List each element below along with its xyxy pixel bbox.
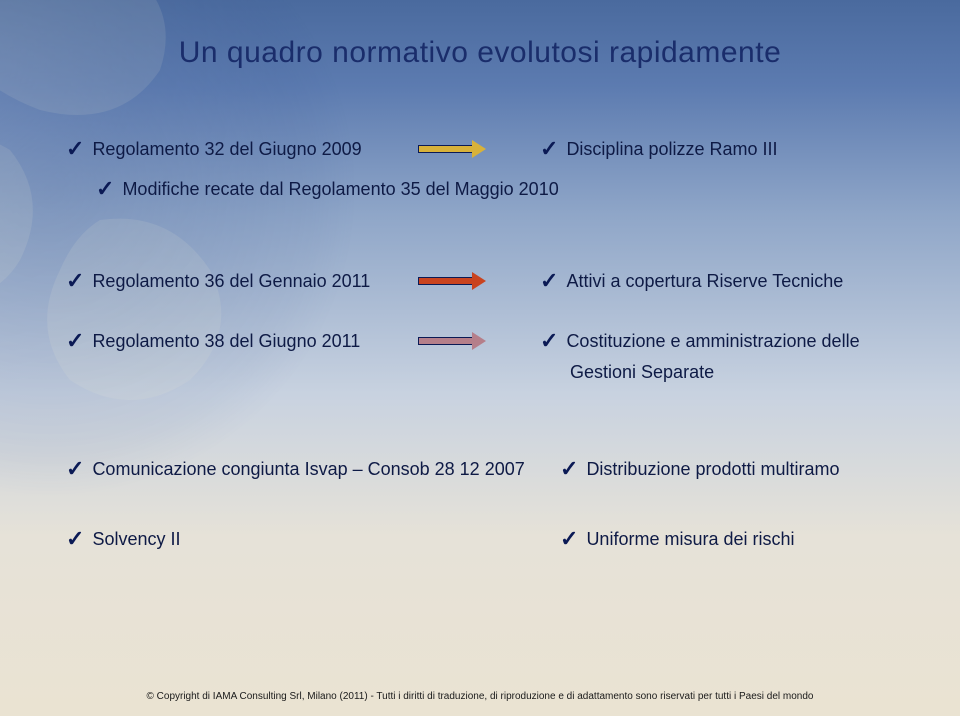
check-icon: ✓ — [540, 330, 558, 352]
bullet-right-5: ✓ Uniforme misura dei rischi — [560, 528, 795, 550]
check-icon: ✓ — [560, 528, 578, 550]
arrow-head — [472, 272, 486, 290]
check-icon: ✓ — [66, 270, 84, 292]
check-icon: ✓ — [540, 270, 558, 292]
text: Regolamento 36 del Gennaio 2011 — [92, 271, 370, 292]
bullet-left-5: ✓ Solvency II — [66, 528, 180, 550]
arrow-1 — [418, 142, 486, 156]
text: Regolamento 38 del Giugno 2011 — [92, 331, 360, 352]
arrow-2 — [418, 274, 486, 288]
text: Distribuzione prodotti multiramo — [586, 459, 839, 480]
arrow-shaft — [418, 337, 472, 345]
bullet-left-2: ✓ Regolamento 36 del Gennaio 2011 — [66, 270, 370, 292]
check-icon: ✓ — [66, 528, 84, 550]
bullet-right-4: ✓ Distribuzione prodotti multiramo — [560, 458, 840, 480]
text: Regolamento 32 del Giugno 2009 — [92, 139, 361, 160]
text: Uniforme misura dei rischi — [586, 529, 794, 550]
check-icon: ✓ — [560, 458, 578, 480]
arrow-3 — [418, 334, 486, 348]
text: Solvency II — [92, 529, 180, 550]
check-icon: ✓ — [66, 330, 84, 352]
bullet-right-1: ✓ Disciplina polizze Ramo III — [540, 138, 778, 160]
check-icon: ✓ — [540, 138, 558, 160]
text: Disciplina polizze Ramo III — [566, 139, 777, 160]
arrow-head — [472, 140, 486, 158]
copyright-footer: © Copyright di IAMA Consulting Srl, Mila… — [0, 691, 960, 702]
text: Gestioni Separate — [570, 362, 714, 383]
check-icon: ✓ — [66, 138, 84, 160]
check-icon: ✓ — [96, 178, 114, 200]
bullet-left-1-sub: ✓ Modifiche recate dal Regolamento 35 de… — [96, 178, 559, 200]
check-icon: ✓ — [66, 458, 84, 480]
bullet-left-1: ✓ Regolamento 32 del Giugno 2009 — [66, 138, 362, 160]
bullet-left-3: ✓ Regolamento 38 del Giugno 2011 — [66, 330, 360, 352]
text: Attivi a copertura Riserve Tecniche — [566, 271, 843, 292]
arrow-shaft — [418, 277, 472, 285]
bullet-right-2: ✓ Attivi a copertura Riserve Tecniche — [540, 270, 843, 292]
slide-content: ✓ Regolamento 32 del Giugno 2009 ✓ Disci… — [0, 0, 960, 716]
text: Costituzione e amministrazione delle — [566, 331, 859, 352]
bullet-left-4: ✓ Comunicazione congiunta Isvap – Consob… — [66, 458, 525, 480]
arrow-head — [472, 332, 486, 350]
text: Modifiche recate dal Regolamento 35 del … — [122, 179, 558, 200]
bullet-right-3-line2: Gestioni Separate — [570, 362, 714, 383]
arrow-shaft — [418, 145, 472, 153]
text: Comunicazione congiunta Isvap – Consob 2… — [92, 459, 524, 480]
bullet-right-3: ✓ Costituzione e amministrazione delle — [540, 330, 860, 352]
